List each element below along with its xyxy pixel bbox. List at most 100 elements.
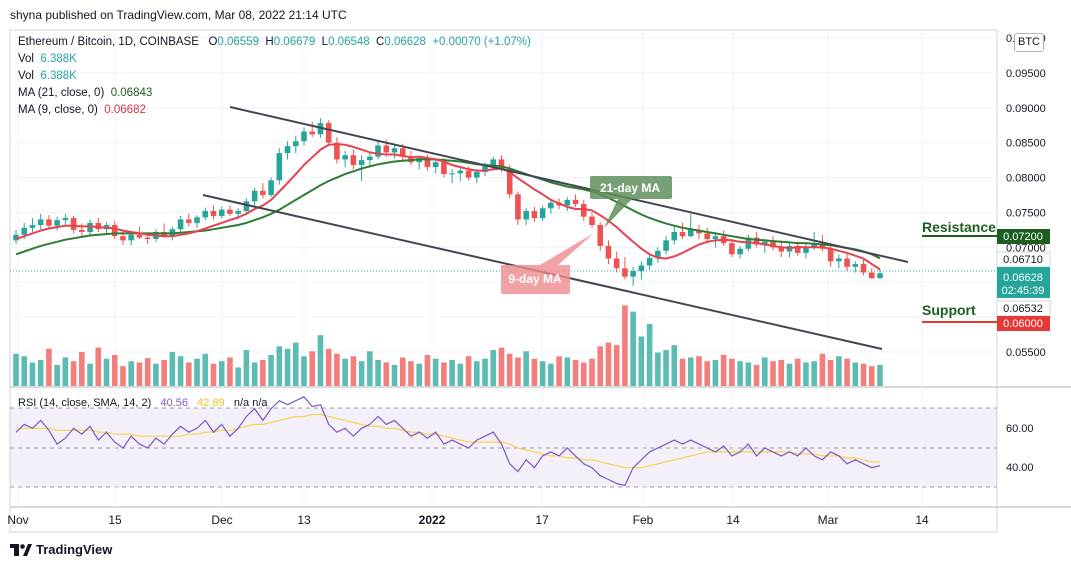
- last-price-text: 0.06628: [1003, 272, 1043, 284]
- volume-bar: [819, 353, 826, 386]
- volume-bar: [13, 353, 19, 386]
- candle: [671, 226, 678, 245]
- candle-body: [794, 245, 801, 253]
- volume-bar: [745, 362, 752, 386]
- candle-body: [498, 159, 505, 170]
- candle: [342, 151, 348, 168]
- candle: [29, 218, 36, 232]
- volume-bar: [79, 351, 85, 386]
- volume-bar: [671, 345, 678, 386]
- x-tick-label: Dec: [211, 513, 232, 527]
- candle-body: [465, 170, 472, 178]
- volume-bar: [638, 336, 645, 386]
- volume-bar: [523, 351, 529, 386]
- volume-bar: [556, 356, 562, 386]
- candle-body: [564, 199, 571, 206]
- candle-body: [441, 162, 447, 175]
- candle-body: [474, 171, 480, 178]
- volume-bar: [548, 363, 554, 386]
- volume-bar: [580, 362, 587, 386]
- candle: [877, 269, 883, 279]
- candle-body: [309, 131, 316, 135]
- x-tick-label: 15: [108, 513, 122, 527]
- ma9-callout-text: 9-day MA: [508, 272, 562, 286]
- legend-ma21: MA (21, close, 0) 0.06843: [18, 87, 152, 99]
- candle-body: [482, 164, 488, 172]
- footer-brand[interactable]: TradingView: [10, 542, 112, 557]
- volume-bar: [844, 358, 850, 386]
- volume-bar: [194, 358, 200, 386]
- candle-body: [877, 273, 883, 279]
- candle-body: [260, 190, 266, 195]
- candle-body: [597, 225, 604, 246]
- volume-bar: [630, 311, 636, 386]
- volume-bar: [877, 364, 883, 386]
- candle: [597, 222, 604, 251]
- candle: [268, 177, 274, 198]
- candle-body: [515, 194, 521, 220]
- candle: [515, 191, 521, 226]
- rsi-lines: [15, 396, 881, 487]
- candle: [46, 215, 52, 228]
- countdown-text: 02:45:39: [1002, 285, 1045, 297]
- candle: [457, 167, 464, 182]
- currency-button[interactable]: BTC: [1014, 33, 1044, 52]
- volume-bar: [572, 359, 579, 386]
- candle-body: [737, 248, 743, 255]
- volume-bar: [251, 362, 258, 386]
- candle-body: [21, 227, 28, 235]
- volume-bar: [128, 361, 134, 386]
- candle-body: [210, 211, 217, 216]
- candle-body: [70, 218, 77, 230]
- candle-body: [186, 219, 192, 223]
- candle: [729, 238, 735, 258]
- candle-body: [317, 123, 324, 135]
- candle-body: [803, 247, 809, 253]
- volume-bar: [432, 358, 439, 386]
- candle: [778, 240, 785, 258]
- volume-bar: [696, 356, 702, 386]
- l-value: 0.06548: [328, 36, 370, 48]
- candle-body: [144, 237, 151, 239]
- rsi-label: RSI (14, close, SMA, 14, 2): [18, 397, 152, 409]
- y-tick-label: 0.09000: [1006, 103, 1046, 115]
- candle-body: [457, 170, 464, 174]
- channel-upper-line: [229, 106, 909, 263]
- o-label: O: [208, 36, 218, 48]
- candle: [325, 120, 332, 147]
- volume-bar: [416, 363, 422, 386]
- candle-body: [655, 250, 661, 258]
- candle-body: [729, 243, 735, 255]
- candle-body: [120, 236, 126, 241]
- last-price-tag: [997, 267, 1050, 298]
- candle-body: [696, 229, 702, 234]
- candle-body: [827, 248, 834, 262]
- candle-body: [663, 240, 669, 251]
- volume-bar: [54, 364, 60, 386]
- volume-bar: [449, 359, 455, 386]
- o-value: 0.06559: [217, 36, 259, 48]
- vol-label: Vol: [18, 53, 34, 65]
- volume-bar: [613, 345, 620, 386]
- tradingview-logo-icon: [10, 543, 32, 556]
- volume-bar: [720, 355, 727, 386]
- volume-bar: [687, 357, 694, 386]
- candle: [622, 257, 628, 280]
- candle-body: [687, 229, 694, 237]
- volume-bar: [120, 366, 126, 386]
- volume-bar: [498, 347, 505, 386]
- candle-body: [62, 218, 69, 221]
- candle-body: [506, 169, 513, 195]
- volume-bar: [794, 358, 801, 386]
- candle: [852, 261, 859, 273]
- volume-bar: [87, 363, 93, 386]
- volume-bar: [474, 361, 480, 386]
- candle-body: [860, 264, 867, 273]
- candle: [687, 213, 694, 238]
- candle-body: [836, 258, 842, 262]
- candle-body: [753, 237, 760, 245]
- y-tick-label: 0.07500: [1006, 207, 1046, 219]
- candle: [531, 206, 538, 223]
- candle: [202, 207, 209, 221]
